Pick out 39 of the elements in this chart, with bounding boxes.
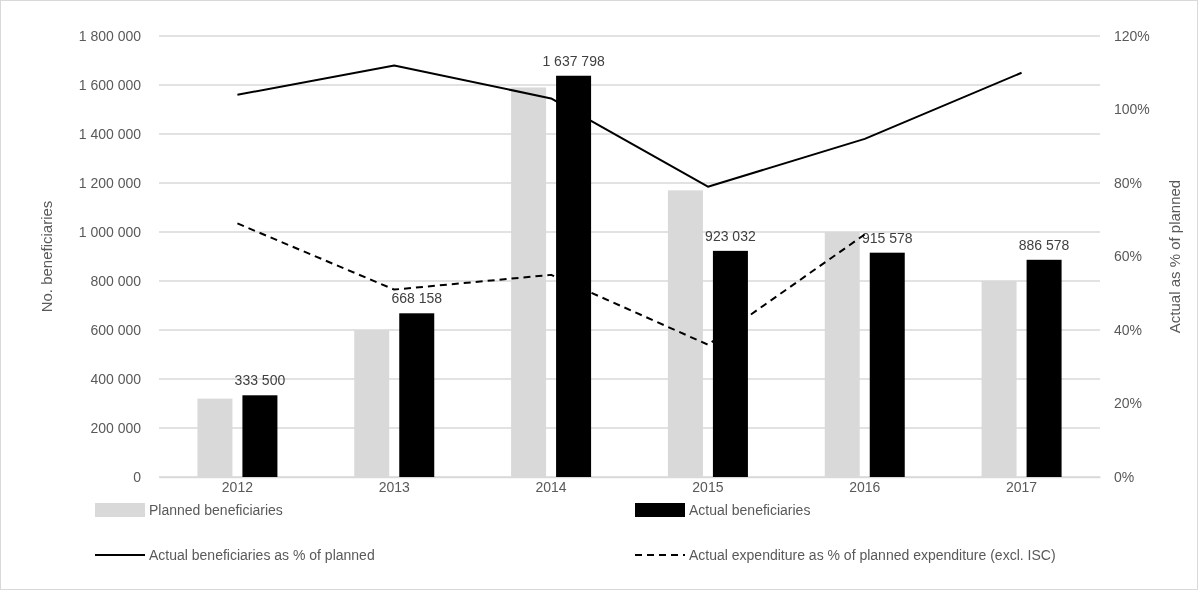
- data-label: 1 637 798: [542, 52, 605, 69]
- x-tick-label: 2013: [378, 478, 411, 495]
- x-tick-label: 2012: [221, 478, 254, 495]
- data-label: 886 578: [1018, 236, 1070, 253]
- y-tick-label: 800 000: [90, 272, 142, 289]
- y2-tick-label: 120%: [1114, 27, 1150, 44]
- bar: [869, 252, 905, 477]
- y-tick-label: 1 200 000: [78, 174, 142, 191]
- x-tick-label: 2017: [1006, 478, 1038, 495]
- y-tick-label: 1 000 000: [78, 223, 142, 240]
- y-tick-label: 400 000: [90, 370, 142, 387]
- y2-tick-label: 100%: [1114, 101, 1150, 118]
- bar: [1026, 259, 1062, 477]
- y-tick-label: 600 000: [90, 321, 142, 338]
- legend-label: Actual expenditure as % of planned expenditure (excl. ISC): [689, 547, 1056, 563]
- y-tick-label: 200 000: [90, 419, 142, 436]
- y2-tick-label: 60%: [1114, 248, 1143, 265]
- y2-tick-label: 40%: [1114, 321, 1143, 338]
- y-axis-title: No. beneficiaries: [38, 200, 55, 313]
- legend-label: Actual beneficiaries: [689, 502, 811, 518]
- y2-tick-label: 0%: [1114, 468, 1135, 485]
- data-label: 923 032: [705, 227, 756, 244]
- data-label: 915 578: [861, 229, 913, 246]
- bar: [399, 313, 435, 477]
- y-tick-label: 1 400 000: [78, 125, 142, 142]
- y-tick-label: 1 800 000: [78, 27, 142, 44]
- x-tick-label: 2015: [692, 478, 724, 495]
- y2-tick-label: 80%: [1114, 174, 1143, 191]
- y-tick-label: 0: [133, 468, 142, 485]
- y-tick-label: 1 600 000: [78, 76, 142, 93]
- x-tick-label: 2014: [535, 478, 567, 495]
- y2-axis-title: Actual as % of planned: [1166, 179, 1183, 334]
- data-label: 333 500: [234, 372, 286, 389]
- data-label: 668 158: [391, 290, 443, 307]
- legend-label: Actual beneficiaries as % of planned: [149, 547, 375, 563]
- y2-tick-label: 20%: [1114, 395, 1143, 412]
- bar: [242, 395, 278, 477]
- legend-label: Planned beneficiaries: [149, 502, 283, 518]
- x-tick-label: 2016: [849, 478, 881, 495]
